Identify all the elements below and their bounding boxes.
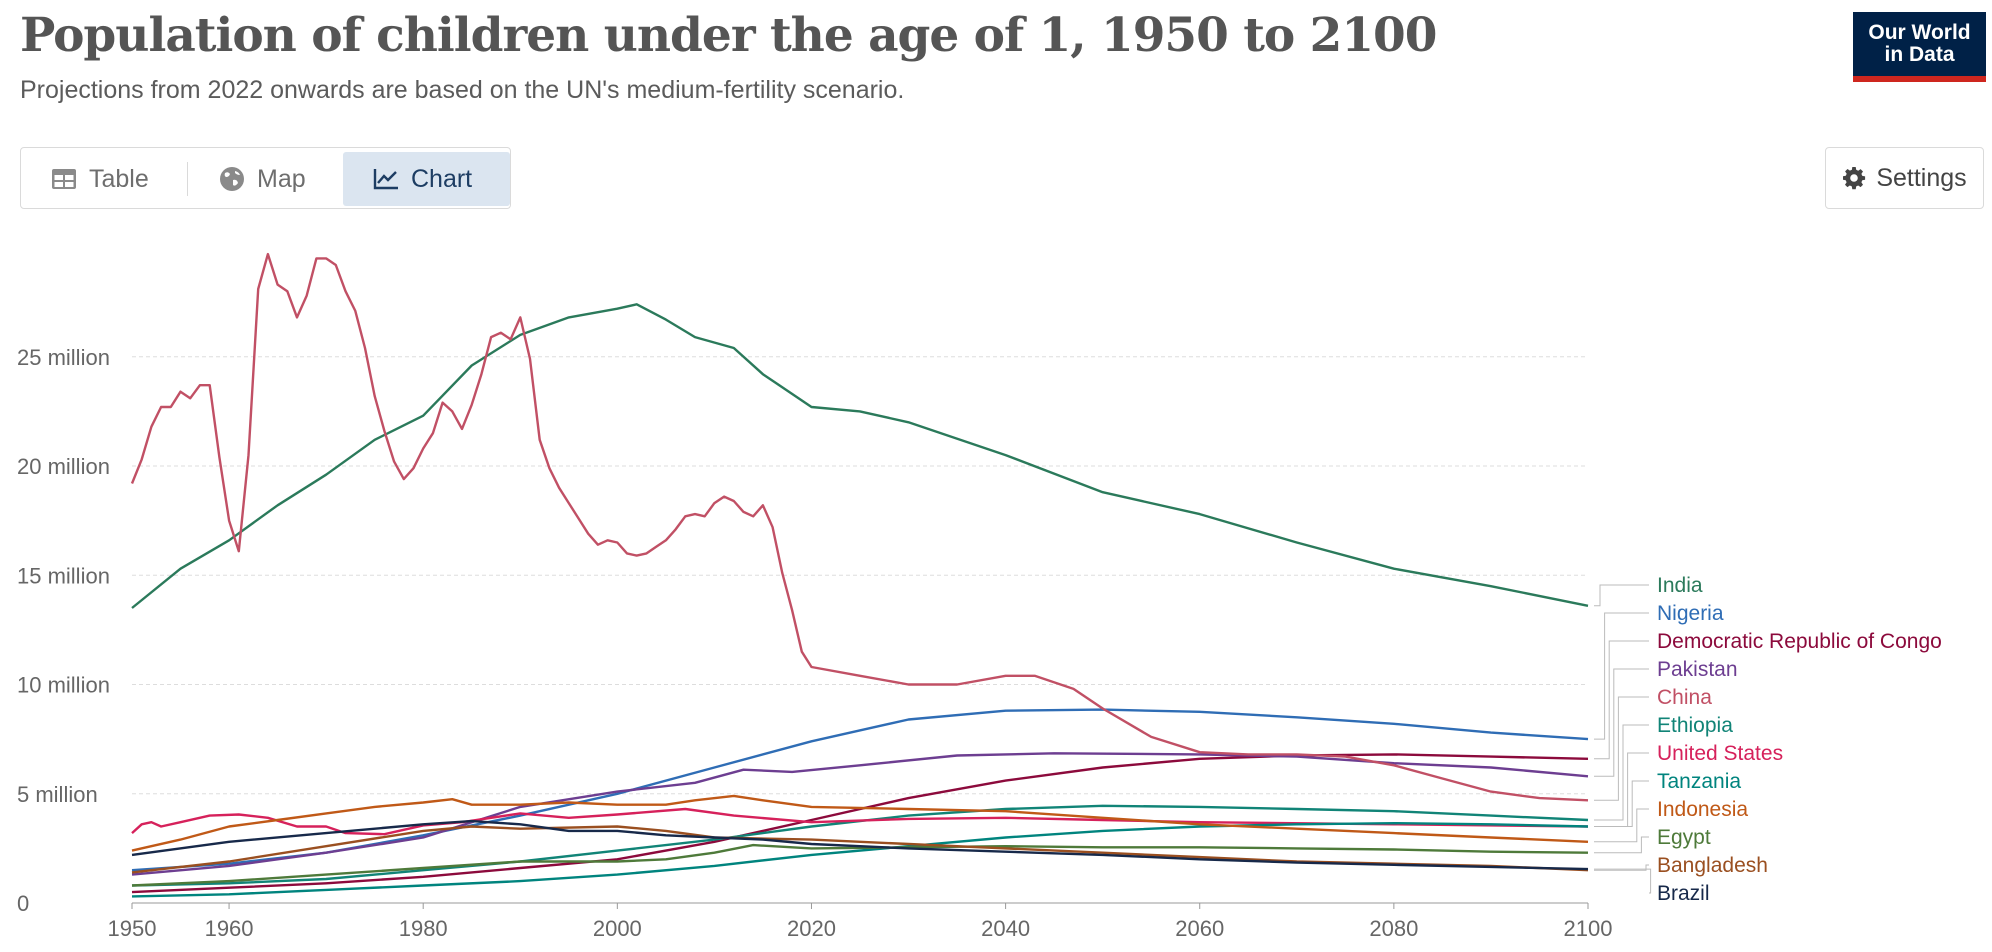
view-tabs: Table Map Chart <box>20 147 511 209</box>
y-tick-label: 15 million <box>17 563 110 588</box>
series-label-ethiopia: Ethiopia <box>1657 714 1733 737</box>
series-label-brazil: Brazil <box>1657 882 1710 905</box>
label-leader-line <box>1594 808 1649 843</box>
x-tick-label: 2000 <box>593 916 642 941</box>
series-label-india: India <box>1657 574 1703 597</box>
x-tick-label: 2020 <box>787 916 836 941</box>
label-leader-line <box>1594 640 1649 760</box>
x-tick-label: 2080 <box>1369 916 1418 941</box>
label-leader-line <box>1594 696 1649 801</box>
tab-map[interactable]: Map <box>219 152 306 206</box>
line-chart-icon <box>373 169 398 190</box>
series-line-china <box>130 252 1589 802</box>
label-leader-line <box>1594 864 1649 871</box>
table-icon <box>52 169 76 189</box>
label-leader-line <box>1594 752 1649 827</box>
x-tick-label: 1950 <box>108 916 157 941</box>
tab-chart-label: Chart <box>411 164 473 193</box>
chart-title: Population of children under the age of … <box>20 8 1437 63</box>
y-tick-label: 10 million <box>17 673 110 698</box>
series-label-pakistan: Pakistan <box>1657 658 1738 681</box>
label-leader-line <box>1594 584 1649 607</box>
logo-line-1: Our World <box>1868 21 1971 44</box>
gear-icon <box>1843 167 1866 190</box>
series-line-pakistan <box>131 752 1589 876</box>
label-leader-line <box>1594 836 1649 854</box>
y-tick-label: 25 million <box>17 345 110 370</box>
tab-chart[interactable]: Chart <box>343 152 510 206</box>
x-tick-label: 1980 <box>399 916 448 941</box>
owid-logo[interactable]: Our World in Data <box>1853 12 1986 82</box>
tab-table-label: Table <box>89 164 149 193</box>
x-tick-label: 2040 <box>981 916 1030 941</box>
series-label-tanzania: Tanzania <box>1657 770 1741 793</box>
label-leader-line <box>1594 780 1649 827</box>
series-label-united-states: United States <box>1657 742 1783 765</box>
label-leader-line <box>1594 868 1652 894</box>
settings-button[interactable]: Settings <box>1825 147 1984 209</box>
tab-table[interactable]: Table <box>51 152 149 206</box>
label-leader-line <box>1594 612 1649 740</box>
label-leader-line <box>1594 668 1649 777</box>
x-tick-label: 2100 <box>1564 916 1613 941</box>
x-tick-label: 1960 <box>205 916 254 941</box>
series-label-democratic-republic-of-congo: Democratic Republic of Congo <box>1657 630 1942 653</box>
series-label-egypt: Egypt <box>1657 826 1711 849</box>
series-label-indonesia: Indonesia <box>1657 798 1748 821</box>
series-line-india <box>131 303 1589 609</box>
series-label-china: China <box>1657 686 1712 709</box>
y-tick-label: 0 <box>17 891 29 916</box>
series-line-indonesia <box>131 794 1589 852</box>
globe-icon <box>220 167 244 191</box>
y-tick-label: 5 million <box>17 782 98 807</box>
y-tick-label: 20 million <box>17 454 110 479</box>
series-line-brazil <box>131 819 1589 871</box>
tab-divider <box>187 162 188 196</box>
logo-line-2: in Data <box>1884 43 1955 66</box>
series-label-bangladesh: Bangladesh <box>1657 854 1768 877</box>
series-label-nigeria: Nigeria <box>1657 602 1724 625</box>
chart-subtitle: Projections from 2022 onwards are based … <box>20 76 905 104</box>
tab-map-label: Map <box>257 164 306 193</box>
settings-label: Settings <box>1876 163 1967 192</box>
series-line-egypt <box>131 843 1589 887</box>
x-tick-label: 2060 <box>1175 916 1224 941</box>
series-line-tanzania <box>131 822 1589 898</box>
label-leader-line <box>1594 724 1649 821</box>
